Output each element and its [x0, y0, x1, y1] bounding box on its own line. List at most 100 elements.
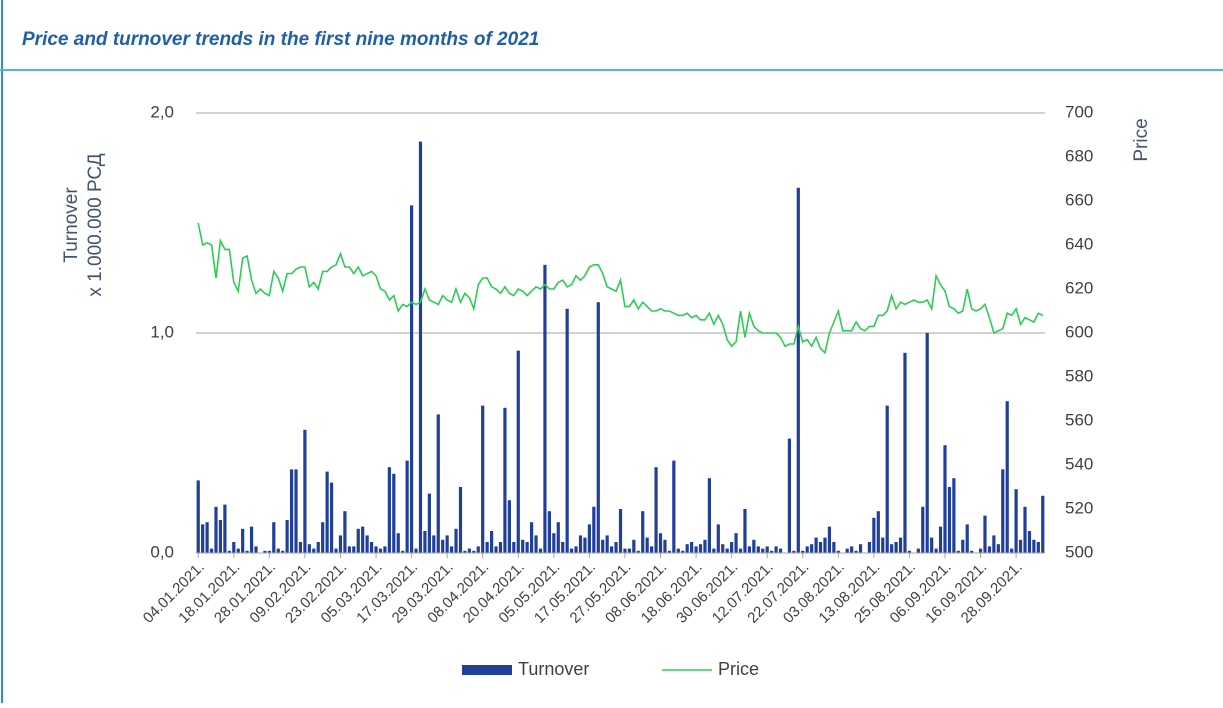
bar: [538, 548, 543, 553]
bar: [654, 467, 658, 553]
bar: [401, 550, 405, 553]
bar: [236, 548, 240, 553]
bar: [818, 542, 823, 553]
bar: [356, 528, 360, 553]
bar: [1036, 542, 1040, 553]
y-tick-label: 2,0: [150, 102, 174, 121]
bar: [823, 537, 827, 553]
bar: [418, 141, 423, 553]
y-axis-title: x 1.000.000 РСД: [85, 153, 106, 296]
y2-tick-label: 600: [1065, 322, 1093, 341]
bar: [578, 535, 583, 553]
bar: [601, 539, 605, 553]
bar: [387, 467, 391, 553]
bar: [832, 542, 836, 553]
bar: [312, 548, 316, 553]
bar: [956, 550, 960, 553]
bar: [1032, 539, 1036, 553]
y2-tick-label: 640: [1065, 234, 1093, 253]
bar: [872, 517, 876, 553]
bar: [458, 487, 463, 553]
bar: [476, 546, 480, 553]
bar: [294, 469, 298, 553]
bar: [467, 548, 471, 553]
bar: [836, 550, 840, 553]
bar: [218, 520, 223, 553]
y2-tick-label: 500: [1065, 542, 1093, 561]
bar: [814, 537, 818, 553]
bar: [921, 506, 925, 553]
bar: [810, 544, 814, 553]
bar: [547, 511, 551, 553]
bar: [369, 542, 374, 553]
bar: [890, 544, 894, 553]
bar: [641, 511, 645, 553]
price-line: [197, 222, 1044, 355]
y2-tick-label: 560: [1065, 410, 1093, 429]
bar: [770, 550, 774, 553]
bar: [650, 546, 654, 553]
bar: [378, 548, 383, 553]
bar: [361, 526, 365, 553]
bar: [347, 546, 351, 553]
bar: [885, 405, 889, 553]
bar: [747, 546, 752, 553]
bar: [227, 550, 231, 553]
bar: [1010, 548, 1014, 553]
bar: [241, 528, 245, 553]
bar: [712, 548, 716, 553]
y2-tick-label: 580: [1065, 366, 1093, 385]
bar: [414, 548, 418, 553]
bar: [454, 528, 458, 553]
bar: [667, 550, 671, 553]
bar: [690, 542, 694, 553]
bar: [1005, 401, 1009, 553]
bar: [898, 537, 903, 553]
legend-swatch: [462, 665, 512, 675]
y-axis-title: Turnover: [61, 187, 82, 263]
bar: [801, 550, 805, 553]
bar: [570, 548, 574, 553]
bar: [596, 302, 600, 553]
bar: [778, 548, 783, 553]
bar: [249, 526, 254, 553]
bar: [1027, 531, 1032, 553]
bar: [894, 542, 898, 553]
bar: [316, 542, 320, 553]
bar: [565, 308, 569, 553]
bar: [592, 506, 596, 553]
bar: [694, 546, 698, 553]
bar: [632, 539, 636, 553]
bar: [298, 542, 303, 553]
bar: [992, 535, 996, 553]
bar: [1001, 469, 1005, 553]
bar: [325, 471, 329, 553]
bar: [930, 537, 934, 553]
bar: [903, 352, 907, 553]
bar: [681, 550, 685, 553]
bar: [845, 548, 849, 553]
bar: [703, 539, 707, 553]
bar: [734, 533, 738, 553]
bar: [698, 544, 703, 553]
bar: [343, 511, 347, 553]
bar: [761, 548, 765, 553]
y-tick-label: 0,0: [150, 542, 174, 561]
bar: [947, 487, 952, 553]
bar: [1041, 495, 1045, 553]
bar: [952, 478, 956, 553]
bar: [645, 537, 649, 553]
bar: [405, 460, 409, 553]
bar: [445, 535, 449, 553]
bar: [427, 493, 431, 553]
bar: [961, 539, 965, 553]
bar: [805, 546, 809, 553]
bar: [338, 535, 343, 553]
legend-label: Price: [718, 659, 759, 679]
bar: [756, 546, 760, 553]
bar: [1023, 506, 1027, 553]
bar: [396, 533, 400, 553]
bar: [938, 526, 943, 553]
bar: [423, 531, 427, 553]
